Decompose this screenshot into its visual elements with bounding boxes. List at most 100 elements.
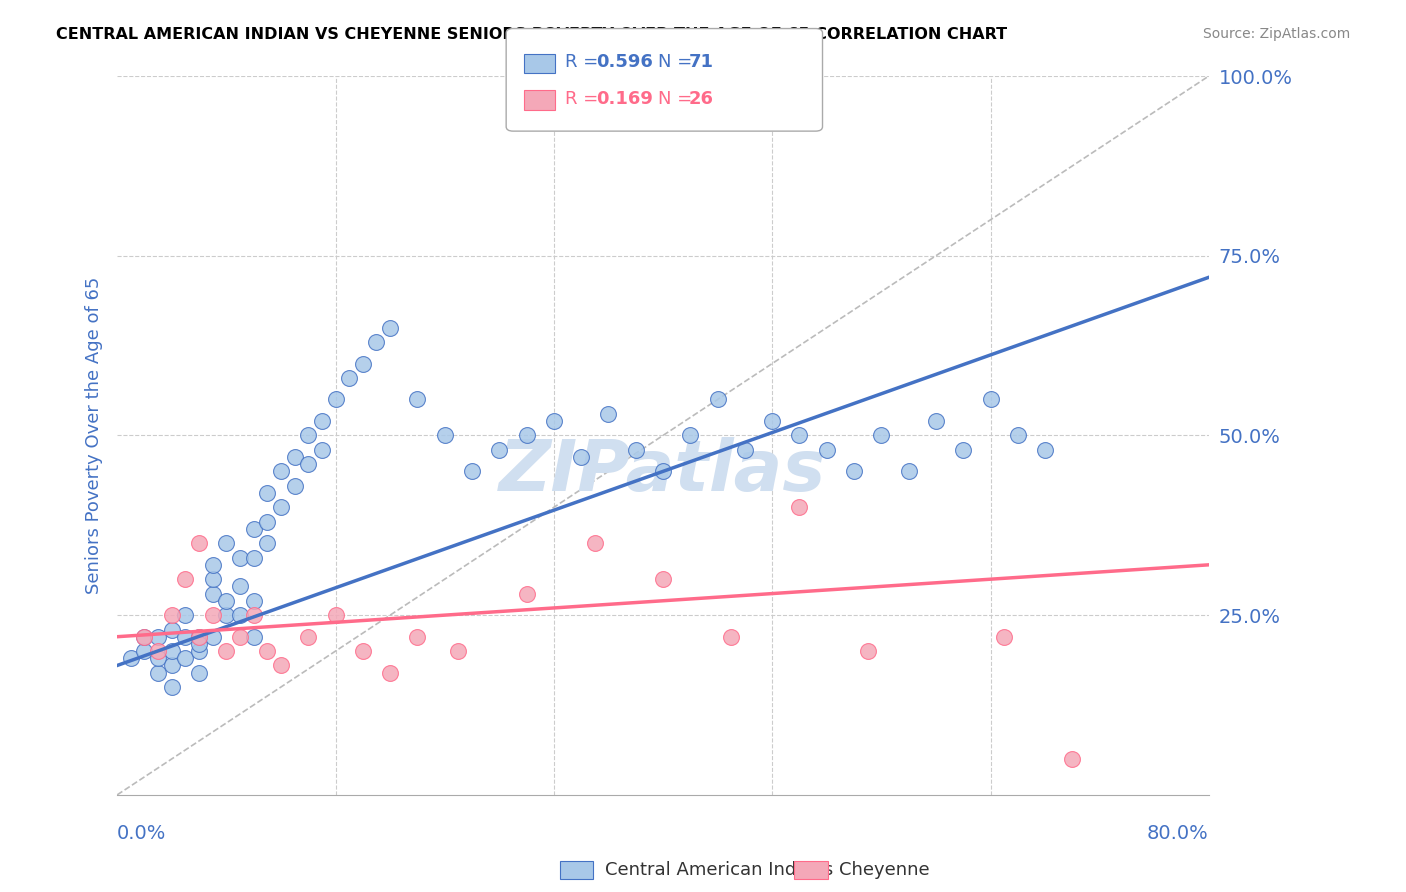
- Point: [652, 464, 675, 478]
- Text: N =: N =: [658, 90, 697, 108]
- Point: [270, 464, 292, 478]
- Text: Source: ZipAtlas.com: Source: ZipAtlas.com: [1202, 27, 1350, 41]
- Point: [897, 464, 920, 478]
- Point: [201, 586, 224, 600]
- Point: [120, 651, 142, 665]
- Point: [1007, 428, 1029, 442]
- Point: [174, 651, 197, 665]
- Point: [134, 630, 156, 644]
- Point: [378, 320, 401, 334]
- Point: [993, 630, 1015, 644]
- Point: [160, 608, 183, 623]
- Point: [229, 630, 252, 644]
- Point: [856, 644, 879, 658]
- Point: [146, 665, 169, 680]
- Point: [256, 515, 278, 529]
- Point: [569, 450, 592, 464]
- Point: [188, 637, 211, 651]
- Point: [229, 608, 252, 623]
- Point: [378, 665, 401, 680]
- Point: [215, 608, 238, 623]
- Point: [311, 414, 333, 428]
- Text: N =: N =: [658, 53, 697, 70]
- Point: [297, 428, 319, 442]
- Y-axis label: Seniors Poverty Over the Age of 65: Seniors Poverty Over the Age of 65: [86, 277, 103, 594]
- Point: [256, 644, 278, 658]
- Point: [134, 630, 156, 644]
- Point: [952, 442, 974, 457]
- Point: [188, 665, 211, 680]
- Point: [242, 594, 264, 608]
- Point: [433, 428, 456, 442]
- Text: 71: 71: [689, 53, 714, 70]
- Text: Central American Indians: Central American Indians: [605, 861, 832, 879]
- Point: [201, 558, 224, 572]
- Point: [146, 651, 169, 665]
- Point: [188, 644, 211, 658]
- Point: [297, 630, 319, 644]
- Point: [325, 392, 347, 407]
- Point: [543, 414, 565, 428]
- Point: [366, 334, 388, 349]
- Point: [488, 442, 510, 457]
- Point: [516, 428, 538, 442]
- Point: [134, 644, 156, 658]
- Point: [624, 442, 647, 457]
- Point: [842, 464, 865, 478]
- Point: [447, 644, 470, 658]
- Text: 26: 26: [689, 90, 714, 108]
- Point: [201, 572, 224, 586]
- Point: [720, 630, 742, 644]
- Point: [160, 623, 183, 637]
- Point: [215, 594, 238, 608]
- Point: [734, 442, 756, 457]
- Point: [789, 428, 811, 442]
- Text: Cheyenne: Cheyenne: [839, 861, 929, 879]
- Point: [979, 392, 1001, 407]
- Point: [270, 658, 292, 673]
- Point: [174, 572, 197, 586]
- Text: R =: R =: [565, 90, 605, 108]
- Point: [242, 608, 264, 623]
- Point: [188, 630, 211, 644]
- Point: [352, 357, 374, 371]
- Point: [160, 680, 183, 694]
- Point: [761, 414, 783, 428]
- Text: 0.169: 0.169: [596, 90, 652, 108]
- Point: [256, 486, 278, 500]
- Text: ZIPatlas: ZIPatlas: [499, 437, 827, 506]
- Point: [188, 630, 211, 644]
- Point: [160, 658, 183, 673]
- Point: [242, 630, 264, 644]
- Point: [461, 464, 484, 478]
- Text: 80.0%: 80.0%: [1147, 823, 1209, 843]
- Point: [1033, 442, 1056, 457]
- Point: [188, 536, 211, 550]
- Point: [325, 608, 347, 623]
- Point: [925, 414, 948, 428]
- Point: [337, 371, 360, 385]
- Point: [652, 572, 675, 586]
- Point: [815, 442, 838, 457]
- Point: [583, 536, 606, 550]
- Point: [242, 550, 264, 565]
- Point: [256, 536, 278, 550]
- Point: [516, 586, 538, 600]
- Point: [146, 630, 169, 644]
- Point: [174, 608, 197, 623]
- Point: [352, 644, 374, 658]
- Point: [215, 644, 238, 658]
- Text: CENTRAL AMERICAN INDIAN VS CHEYENNE SENIORS POVERTY OVER THE AGE OF 65 CORRELATI: CENTRAL AMERICAN INDIAN VS CHEYENNE SENI…: [56, 27, 1007, 42]
- Point: [598, 407, 620, 421]
- Point: [270, 500, 292, 515]
- Point: [160, 644, 183, 658]
- Point: [311, 442, 333, 457]
- Point: [706, 392, 728, 407]
- Point: [229, 579, 252, 593]
- Point: [242, 522, 264, 536]
- Text: R =: R =: [565, 53, 605, 70]
- Point: [297, 457, 319, 471]
- Point: [284, 450, 307, 464]
- Point: [284, 479, 307, 493]
- Text: 0.596: 0.596: [596, 53, 652, 70]
